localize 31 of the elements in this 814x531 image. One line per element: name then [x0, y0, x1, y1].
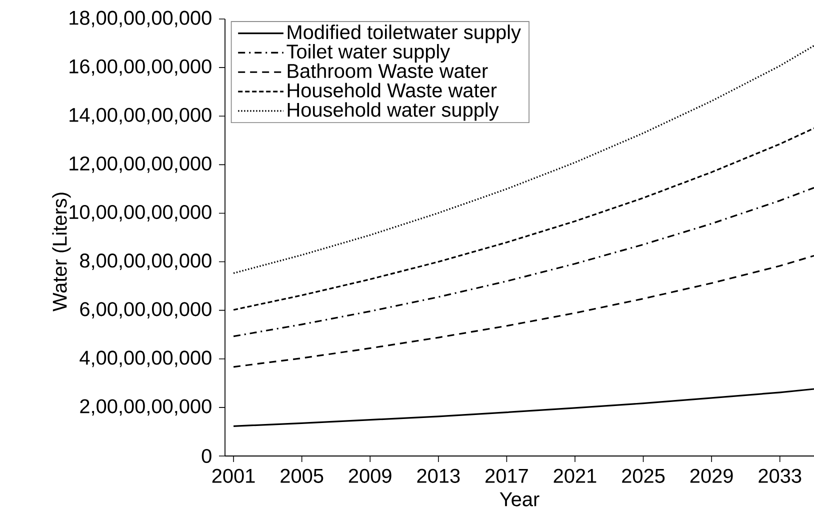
- legend-label: Household Waste water: [288, 82, 497, 98]
- y-tick-label: 6,00,00,00,000: [80, 302, 212, 319]
- x-tick-label: 2009: [348, 468, 392, 483]
- x-tick-label: 2005: [280, 468, 324, 483]
- y-tick-label: 14,00,00,00,000: [70, 108, 212, 124]
- line-series: [232, 44, 814, 274]
- x-tick-label: 2013: [417, 468, 460, 483]
- y-tick-label: 16,00,00,00,000: [70, 59, 212, 76]
- y-tick-label: 12,00,00,00,000: [70, 156, 212, 173]
- x-tick-label: 2017: [486, 468, 528, 483]
- y-tick-label: 8,00,00,00,000: [80, 254, 212, 270]
- line-series: [232, 127, 814, 311]
- x-tick-label: 2001: [212, 468, 255, 483]
- y-axis-title: Water (Liters): [52, 192, 71, 312]
- x-tick-label: 2029: [690, 468, 733, 483]
- x-tick-label: 2025: [622, 468, 665, 483]
- x-tick-label: 2021: [554, 468, 596, 483]
- x-axis-title: Year: [500, 492, 540, 506]
- line-series: [232, 186, 814, 338]
- legend-label: Household water supply: [288, 102, 499, 121]
- y-tick-label: 18,00,00,00,000: [70, 10, 212, 28]
- legend-label: Toilet water supply: [286, 44, 450, 63]
- x-tick-label: 2033: [758, 468, 802, 483]
- line-series: [232, 388, 814, 427]
- y-tick-label: 4,00,00,00,000: [80, 350, 212, 368]
- legend-label: Bathroom Waste water: [288, 63, 488, 78]
- legend-label: Modified toiletwater supply: [288, 24, 521, 44]
- line-series: [232, 254, 814, 368]
- y-tick-label: 0: [202, 448, 212, 464]
- y-tick-label: 2,00,00,00,000: [80, 399, 212, 416]
- y-tick-label: 10,00,00,00,000: [70, 204, 212, 222]
